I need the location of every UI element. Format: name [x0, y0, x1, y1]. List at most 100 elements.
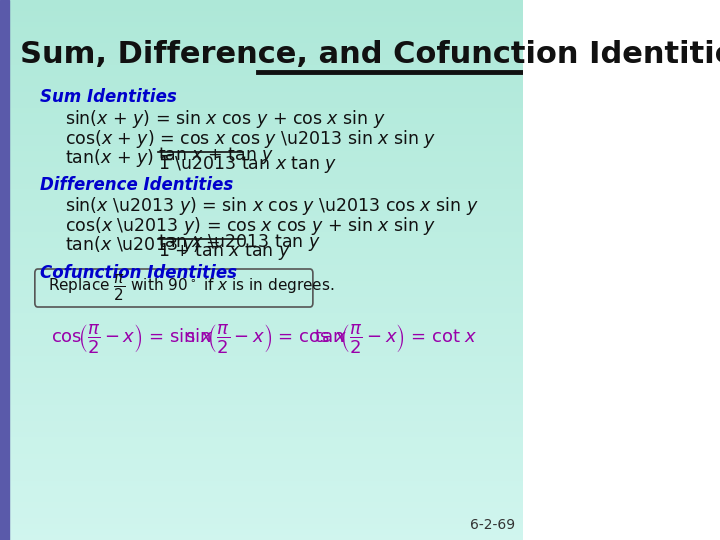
Bar: [0, 189, 523, 194]
Bar: [0, 43, 523, 49]
Bar: [0, 292, 523, 297]
Text: sin($\it{x}$ + $\it{y}$) = sin $\it{x}$ cos $\it{y}$ + cos $\it{x}$ sin $\it{y}$: sin($\it{x}$ + $\it{y}$) = sin $\it{x}$ …: [66, 108, 386, 130]
Bar: [0, 508, 523, 513]
Bar: [0, 0, 523, 5]
Bar: [0, 356, 523, 362]
Bar: [0, 86, 523, 92]
Bar: [0, 211, 523, 216]
Bar: [0, 205, 523, 211]
Bar: [0, 459, 523, 464]
Bar: [0, 92, 523, 97]
Text: Replace $\dfrac{\pi}{2}$ with 90$^\circ$ if $\it{x}$ is in degrees.: Replace $\dfrac{\pi}{2}$ with 90$^\circ$…: [48, 273, 334, 303]
Bar: [0, 130, 523, 135]
Bar: [0, 518, 523, 524]
Bar: [0, 481, 523, 486]
Bar: [0, 151, 523, 157]
Bar: [0, 22, 523, 27]
Bar: [0, 32, 523, 38]
Bar: [0, 243, 523, 248]
Bar: [0, 378, 523, 383]
Bar: [0, 38, 523, 43]
Bar: [0, 313, 523, 319]
Bar: [0, 11, 523, 16]
Text: tan$\!\left(\dfrac{\pi}{2} - \it{x}\right)$ = cot $\it{x}$: tan$\!\left(\dfrac{\pi}{2} - \it{x}\righ…: [314, 322, 477, 355]
Bar: [0, 340, 523, 346]
Text: Cofunction Identities: Cofunction Identities: [40, 264, 237, 282]
Bar: [0, 65, 523, 70]
Bar: [0, 232, 523, 238]
Bar: [0, 281, 523, 286]
Bar: [0, 351, 523, 356]
Bar: [0, 373, 523, 378]
Bar: [0, 524, 523, 529]
Bar: [0, 319, 523, 324]
Bar: [0, 308, 523, 313]
Bar: [0, 216, 523, 221]
Bar: [0, 173, 523, 178]
Bar: [0, 200, 523, 205]
Bar: [0, 194, 523, 200]
Bar: [0, 394, 523, 400]
Bar: [0, 324, 523, 329]
Text: tan $\it{x}$ \u2013 tan $\it{y}$: tan $\it{x}$ \u2013 tan $\it{y}$: [158, 232, 321, 253]
Bar: [0, 167, 523, 173]
Text: cos($\it{x}$ + $\it{y}$) = cos $\it{x}$ cos $\it{y}$ \u2013 sin $\it{x}$ sin $\i: cos($\it{x}$ + $\it{y}$) = cos $\it{x}$ …: [66, 128, 437, 150]
Bar: [0, 486, 523, 491]
Bar: [0, 513, 523, 518]
Bar: [0, 275, 523, 281]
Text: sin($\it{x}$ \u2013 $\it{y}$) = sin $\it{x}$ cos $\it{y}$ \u2013 cos $\it{x}$ si: sin($\it{x}$ \u2013 $\it{y}$) = sin $\it…: [66, 195, 479, 217]
Text: Sum Identities: Sum Identities: [40, 88, 176, 106]
Bar: [0, 238, 523, 243]
Bar: [0, 437, 523, 443]
Bar: [0, 108, 523, 113]
Bar: [0, 270, 523, 275]
Bar: [0, 535, 523, 540]
Bar: [0, 184, 523, 189]
Bar: [0, 254, 523, 259]
Bar: [0, 400, 523, 405]
Bar: [0, 421, 523, 427]
Bar: [0, 497, 523, 502]
Bar: [0, 286, 523, 292]
Bar: [0, 49, 523, 54]
Bar: [0, 157, 523, 162]
Text: 1 + tan $\it{x}$ tan $\it{y}$: 1 + tan $\it{x}$ tan $\it{y}$: [158, 241, 291, 262]
Bar: [0, 464, 523, 470]
Bar: [0, 329, 523, 335]
Bar: [0, 5, 523, 11]
Bar: [0, 16, 523, 22]
Bar: [0, 383, 523, 389]
Bar: [0, 162, 523, 167]
Bar: [0, 367, 523, 373]
Bar: [0, 432, 523, 437]
Bar: [0, 362, 523, 367]
Bar: [0, 389, 523, 394]
Bar: [0, 416, 523, 421]
Bar: [0, 103, 523, 108]
Bar: [0, 502, 523, 508]
Bar: [0, 475, 523, 481]
Bar: [0, 59, 523, 65]
Bar: [0, 124, 523, 130]
Bar: [0, 27, 523, 32]
Bar: [0, 346, 523, 351]
Bar: [0, 178, 523, 184]
Bar: [0, 76, 523, 81]
Bar: [0, 302, 523, 308]
Bar: [0, 427, 523, 432]
Bar: [0, 335, 523, 340]
Bar: [0, 410, 523, 416]
Bar: [0, 0, 9, 540]
Text: sin$\!\left(\dfrac{\pi}{2} - \it{x}\right)$ = cos $\it{x}$: sin$\!\left(\dfrac{\pi}{2} - \it{x}\righ…: [185, 322, 348, 355]
Bar: [0, 221, 523, 227]
Bar: [0, 529, 523, 535]
Text: Difference Identities: Difference Identities: [40, 176, 233, 194]
Bar: [0, 248, 523, 254]
Bar: [0, 113, 523, 119]
Bar: [0, 448, 523, 454]
Bar: [0, 135, 523, 140]
Bar: [0, 140, 523, 146]
Text: cos$\!\left(\dfrac{\pi}{2} - \it{x}\right)$ = sin $\it{x}$: cos$\!\left(\dfrac{\pi}{2} - \it{x}\righ…: [51, 322, 213, 355]
Bar: [0, 454, 523, 459]
Bar: [0, 443, 523, 448]
